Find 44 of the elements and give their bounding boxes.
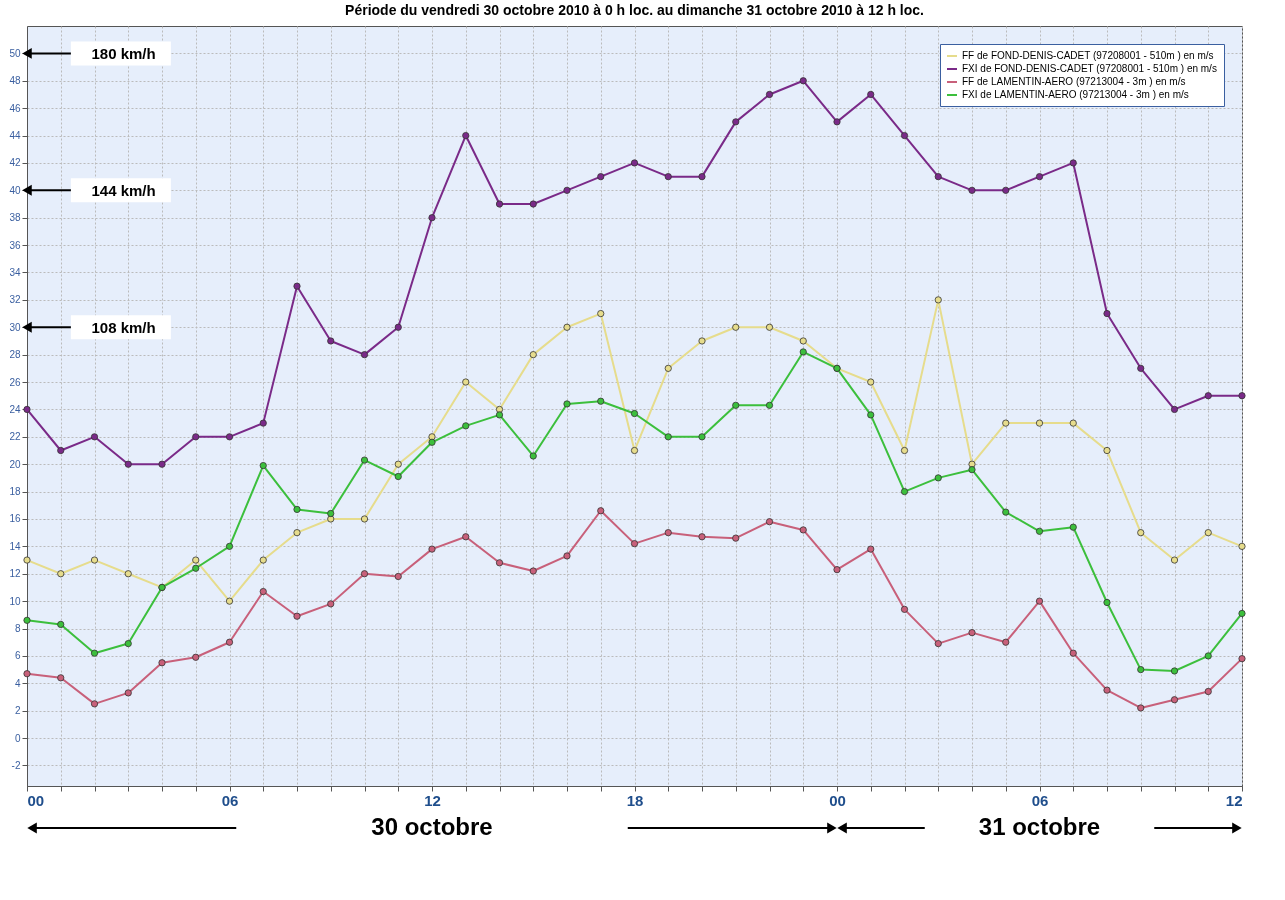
x-tick-label: 06 [221, 791, 239, 809]
y-tick-label: 26 [9, 376, 21, 388]
legend-label: FXI de LAMENTIN-AERO (97213004 - 3m ) en m/s [962, 89, 1189, 100]
y-tick-label: -2 [11, 759, 21, 771]
x-tick-label: 00 [829, 791, 846, 809]
y-tick-label: 38 [9, 212, 21, 224]
y-tick-label: 4 [14, 677, 21, 689]
y-tick-label: 46 [9, 102, 21, 114]
y-tick-label: 16 [9, 513, 21, 525]
y-tick-label: 48 [9, 75, 21, 87]
y-tick-label: 32 [9, 294, 21, 306]
y-tick-label: 42 [9, 157, 21, 169]
chart-title: Période du vendredi 30 octobre 2010 à 0 h loc. au dimanche 31 octobre 2010 à 12 h loc. [345, 2, 924, 18]
text: 30 octobre [371, 813, 493, 840]
x-tick-label: 18 [626, 791, 644, 809]
legend-label: FXI de FOND-DENIS-CADET (97208001 - 510m ) en m/s [962, 63, 1217, 74]
y-tick-label: 18 [9, 486, 21, 498]
x-tick-label: 06 [1031, 791, 1049, 809]
y-tick-label: 6 [14, 650, 21, 662]
y-tick-label: 30 [9, 321, 21, 333]
x-tick-label: 12 [1225, 791, 1243, 809]
legend-label: FF de LAMENTIN-AERO (97213004 - 3m ) en m/s [962, 76, 1186, 87]
y-tick-label: 14 [9, 540, 21, 552]
y2-tick-label: 180 km/h [91, 44, 156, 62]
y-tick-label: 50 [9, 47, 21, 59]
y-tick-label: 24 [9, 403, 21, 415]
x-tick-label: 12 [424, 791, 441, 809]
legend-label: FF de FOND-DENIS-CADET (97208001 - 510m ) en m/s [962, 50, 1214, 61]
y-tick-label: 34 [9, 266, 21, 278]
y-tick-label: 20 [9, 458, 21, 470]
y-tick-label: 28 [9, 349, 21, 361]
y-tick-label: 0 [14, 732, 21, 744]
y-tick-label: 36 [9, 239, 21, 251]
y-tick-label: 44 [9, 130, 21, 142]
y-tick-label: 10 [9, 595, 21, 607]
y-tick-label: 40 [9, 184, 21, 196]
y-tick-label: 22 [9, 431, 21, 443]
y2-tick-label: 144 km/h [91, 181, 156, 199]
y-tick-label: 8 [14, 623, 21, 635]
y-tick-label: 2 [14, 705, 21, 717]
text: 31 octobre [978, 813, 1101, 840]
y2-tick-label: 108 km/h [91, 318, 156, 336]
x-tick-label: 00 [27, 791, 45, 809]
y-tick-label: 12 [9, 568, 21, 580]
